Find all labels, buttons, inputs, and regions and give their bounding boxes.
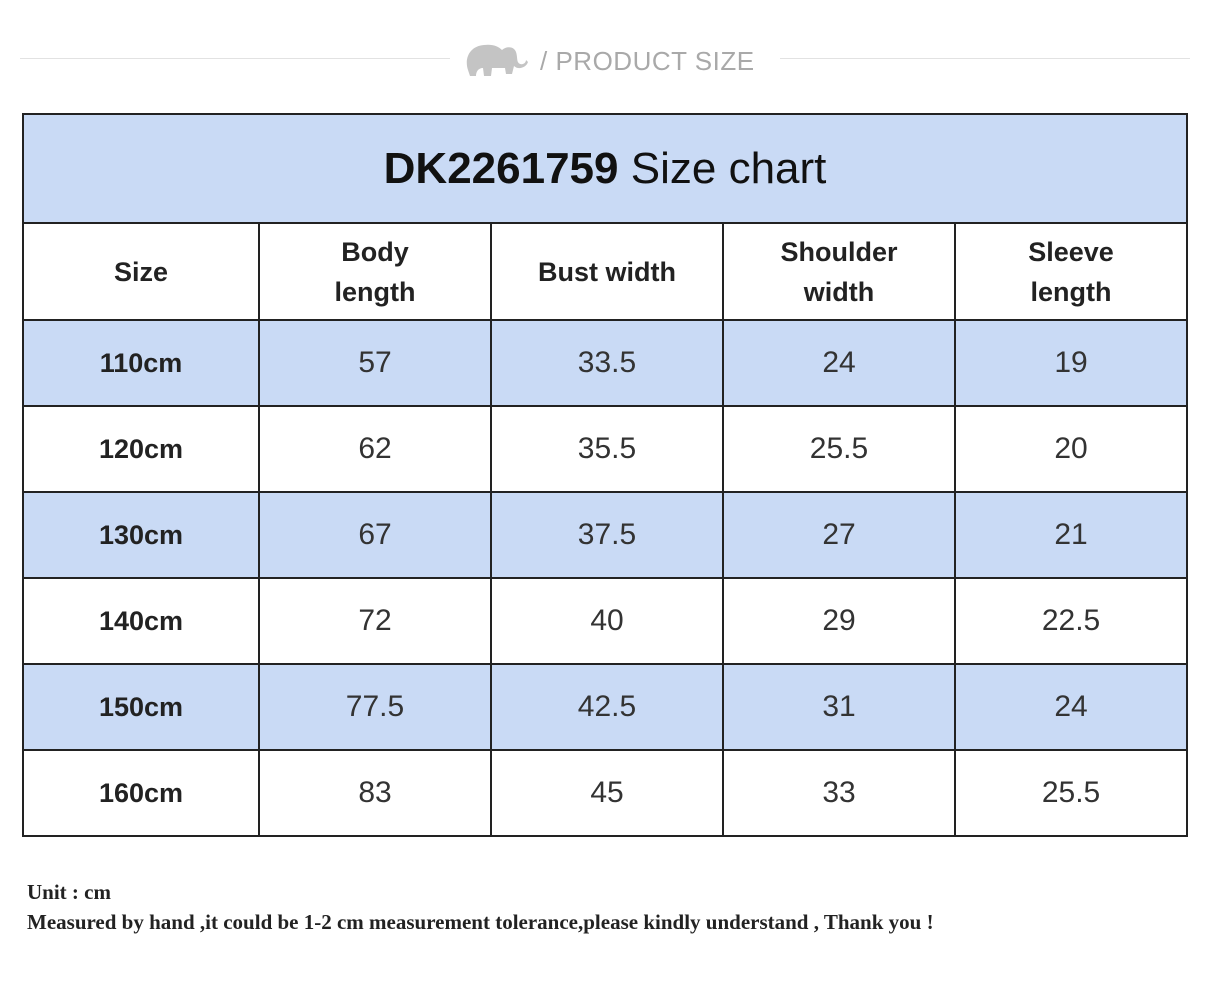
data-row: 130cm 67 37.5 27 21 — [22, 491, 1189, 579]
data-row: 160cm 83 45 33 25.5 — [22, 749, 1189, 837]
header-label: Bust width — [538, 256, 676, 287]
size-table: DK2261759 Size chart Size Body length Bust… — [21, 113, 1189, 837]
elephant-icon — [466, 44, 528, 76]
data-row: 150cm 77.5 42.5 31 24 — [22, 663, 1189, 751]
size-cell: 120cm — [22, 405, 260, 493]
value-cell: 19 — [953, 319, 1189, 407]
size-cell: 110cm — [22, 319, 260, 407]
header-label: Shoulder width — [780, 236, 898, 307]
data-row: 120cm 62 35.5 25.5 20 — [22, 405, 1189, 493]
value-cell: 27 — [722, 491, 956, 579]
value-cell: 20 — [953, 405, 1189, 493]
value-cell: 33.5 — [490, 319, 724, 407]
size-cell: 140cm — [22, 577, 260, 665]
tolerance-note: Measured by hand ,it could be 1-2 cm mea… — [27, 910, 934, 934]
header-cell: Sleeve length — [953, 222, 1189, 321]
header-cell: Size — [22, 222, 260, 321]
value-cell: 57 — [258, 319, 492, 407]
header-label: Body length — [334, 236, 416, 307]
size-cell: 150cm — [22, 663, 260, 751]
value-cell: 24 — [953, 663, 1189, 751]
banner-label: / PRODUCT SIZE — [540, 46, 755, 76]
value-cell: 33 — [722, 749, 956, 837]
value-cell: 25.5 — [722, 405, 956, 493]
value-cell: 31 — [722, 663, 956, 751]
value-cell: 22.5 — [953, 577, 1189, 665]
title-text: Size chart — [630, 143, 827, 193]
unit-note: Unit : cm — [27, 880, 111, 904]
value-cell: 77.5 — [258, 663, 492, 751]
size-cell: 130cm — [22, 491, 260, 579]
value-cell: 35.5 — [490, 405, 724, 493]
table-title: DK2261759 Size chart — [21, 113, 1189, 224]
value-cell: 37.5 — [490, 491, 724, 579]
header-label: Size — [113, 256, 169, 287]
header-cell: Bust width — [490, 222, 724, 321]
product-code: DK2261759 — [383, 143, 619, 193]
data-row: 110cm 57 33.5 24 19 — [22, 319, 1189, 407]
value-cell: 21 — [953, 491, 1189, 579]
value-cell: 67 — [258, 491, 492, 579]
header-row: Size Body length Bust width Shoulder width S… — [22, 222, 1189, 321]
value-cell: 29 — [722, 577, 956, 665]
header-cell: Shoulder width — [722, 222, 956, 321]
data-row: 140cm 72 40 29 22.5 — [22, 577, 1189, 665]
header-label: Sleeve length — [1028, 236, 1114, 307]
value-cell: 72 — [258, 577, 492, 665]
value-cell: 24 — [722, 319, 956, 407]
value-cell: 45 — [490, 749, 724, 837]
divider — [20, 58, 450, 59]
divider — [780, 58, 1190, 59]
value-cell: 42.5 — [490, 663, 724, 751]
size-cell: 160cm — [22, 749, 260, 837]
value-cell: 25.5 — [953, 749, 1189, 837]
value-cell: 62 — [258, 405, 492, 493]
header-cell: Body length — [258, 222, 492, 321]
value-cell: 40 — [490, 577, 724, 665]
value-cell: 83 — [258, 749, 492, 837]
